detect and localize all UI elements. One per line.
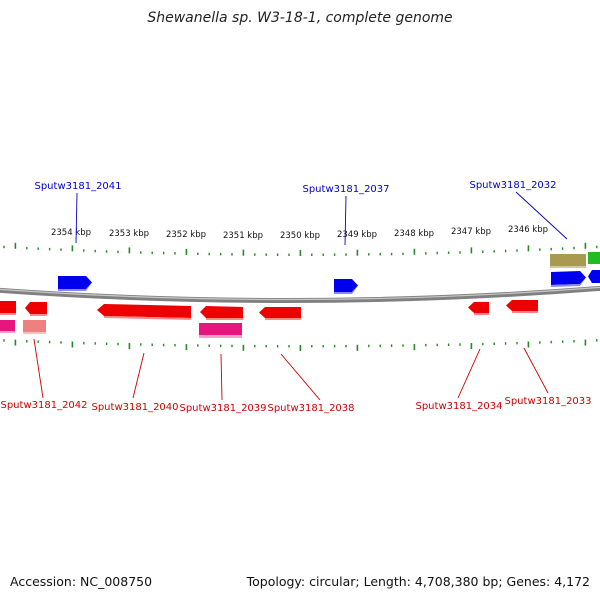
- gene-forward-edge[interactable]: [588, 270, 600, 283]
- gene-sputw3181-2038[interactable]: [259, 307, 301, 318]
- gene-olive-block[interactable]: [550, 254, 586, 266]
- label-sputw3181-2032[interactable]: Sputw3181_2032: [469, 180, 556, 191]
- genome-summary-text: Topology: circular; Length: 4,708,380 bp…: [246, 574, 590, 589]
- scale-label-2350: 2350 kbp: [280, 231, 320, 241]
- gene-sputw3181-2032[interactable]: [551, 271, 586, 285]
- label-sputw3181-2038[interactable]: Sputw3181_2038: [267, 403, 354, 414]
- label-sputw3181-2039[interactable]: Sputw3181_2039: [179, 403, 266, 414]
- gene-sputw3181-2042-edge[interactable]: [0, 301, 16, 313]
- gene-pink-block[interactable]: [199, 323, 242, 335]
- label-sputw3181-2034[interactable]: Sputw3181_2034: [415, 401, 502, 412]
- secondary-track-genes: [0, 320, 242, 338]
- label-sputw3181-2041[interactable]: Sputw3181_2041: [34, 181, 121, 192]
- gene-sputw3181-2039[interactable]: [200, 306, 243, 318]
- gene-sputw3181-2042[interactable]: [25, 302, 47, 314]
- genome-backbone: [0, 285, 600, 304]
- label-sputw3181-2037[interactable]: Sputw3181_2037: [302, 184, 389, 195]
- gene-sputw3181-2033[interactable]: [506, 300, 538, 311]
- label-sputw3181-2042[interactable]: Sputw3181_2042: [0, 400, 87, 411]
- scale-label-2353: 2353 kbp: [109, 229, 149, 239]
- scale-label-2347: 2347 kbp: [451, 227, 491, 237]
- label-sputw3181-2033[interactable]: Sputw3181_2033: [504, 396, 591, 407]
- forward-strand-genes: [58, 252, 600, 294]
- reverse-strand-genes: [0, 300, 538, 320]
- gene-sputw3181-2037[interactable]: [334, 279, 358, 292]
- accession-text: Accession: NC_008750: [10, 574, 153, 589]
- gene-green-block[interactable]: [588, 252, 600, 264]
- scale-label-2346: 2346 kbp: [508, 225, 548, 235]
- scale-label-2352: 2352 kbp: [166, 230, 206, 240]
- gene-sputw3181-2034[interactable]: [468, 302, 489, 313]
- gene-pink-edge[interactable]: [0, 320, 15, 331]
- scale-label-2351: 2351 kbp: [223, 231, 263, 241]
- gene-sputw3181-2040[interactable]: [97, 304, 191, 318]
- scale-label-2354: 2354 kbp: [51, 228, 91, 238]
- map-title: Shewanella sp. W3-18-1, complete genome: [147, 10, 453, 26]
- scale-label-2349: 2349 kbp: [337, 230, 377, 240]
- scale-label-2348: 2348 kbp: [394, 229, 434, 239]
- gene-light-red-block[interactable]: [23, 320, 46, 332]
- inner-tick-track: [3, 339, 598, 351]
- gene-sputw3181-2041[interactable]: [58, 276, 92, 289]
- label-sputw3181-2040[interactable]: Sputw3181_2040: [91, 402, 178, 413]
- outer-tick-track: [3, 242, 598, 256]
